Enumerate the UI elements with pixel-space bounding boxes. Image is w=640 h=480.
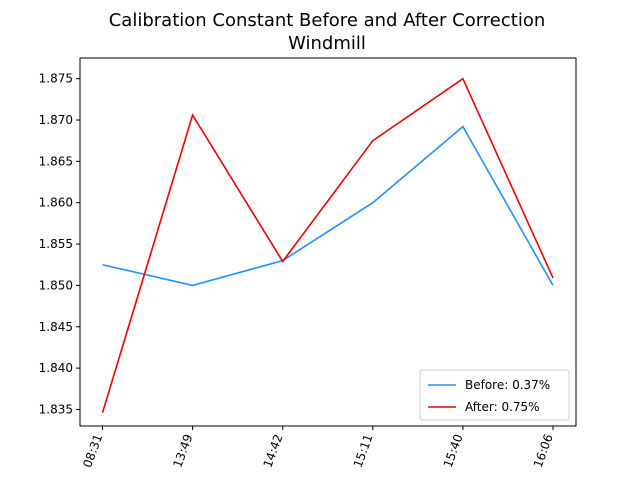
y-tick-label: 1.835 bbox=[39, 402, 73, 416]
x-tick-label: 14:42 bbox=[261, 432, 286, 469]
legend-label: Before: 0.37% bbox=[465, 378, 550, 392]
series-line-after bbox=[101, 77, 554, 414]
y-tick-label: 1.875 bbox=[39, 72, 73, 86]
x-tick-label: 16:06 bbox=[531, 432, 556, 469]
chart-title: Calibration Constant Before and After Co… bbox=[109, 10, 546, 31]
y-tick-label: 1.870 bbox=[39, 113, 73, 127]
series-line-before bbox=[102, 125, 554, 287]
plot-frame bbox=[79, 57, 577, 427]
y-tick-label: 1.840 bbox=[39, 361, 73, 375]
y-tick-label: 1.855 bbox=[39, 237, 73, 251]
y-axis: 1.835 1.840 1.845 1.850 1.855 1.860 1.865 1.870… bbox=[39, 72, 80, 416]
y-tick-label: 1.865 bbox=[39, 154, 73, 168]
x-tick-label: 15:40 bbox=[441, 432, 466, 469]
legend: Before: 0.37% After: 0.75% bbox=[419, 369, 570, 421]
legend-box bbox=[419, 369, 570, 421]
x-tick-label: 15:11 bbox=[351, 432, 376, 469]
series-layer bbox=[101, 77, 554, 414]
y-tick-label: 1.845 bbox=[39, 320, 73, 334]
x-tick-label: 08:31 bbox=[80, 432, 105, 469]
chart-subtitle: Windmill bbox=[288, 33, 366, 54]
plot-area bbox=[79, 57, 577, 427]
legend-label: After: 0.75% bbox=[465, 400, 540, 414]
y-tick-label: 1.850 bbox=[39, 278, 73, 292]
y-tick-label: 1.860 bbox=[39, 196, 73, 210]
x-axis: 08:31 13:49 14:42 15:11 15:40 16:06 bbox=[80, 426, 556, 470]
x-tick-label: 13:49 bbox=[170, 432, 195, 469]
